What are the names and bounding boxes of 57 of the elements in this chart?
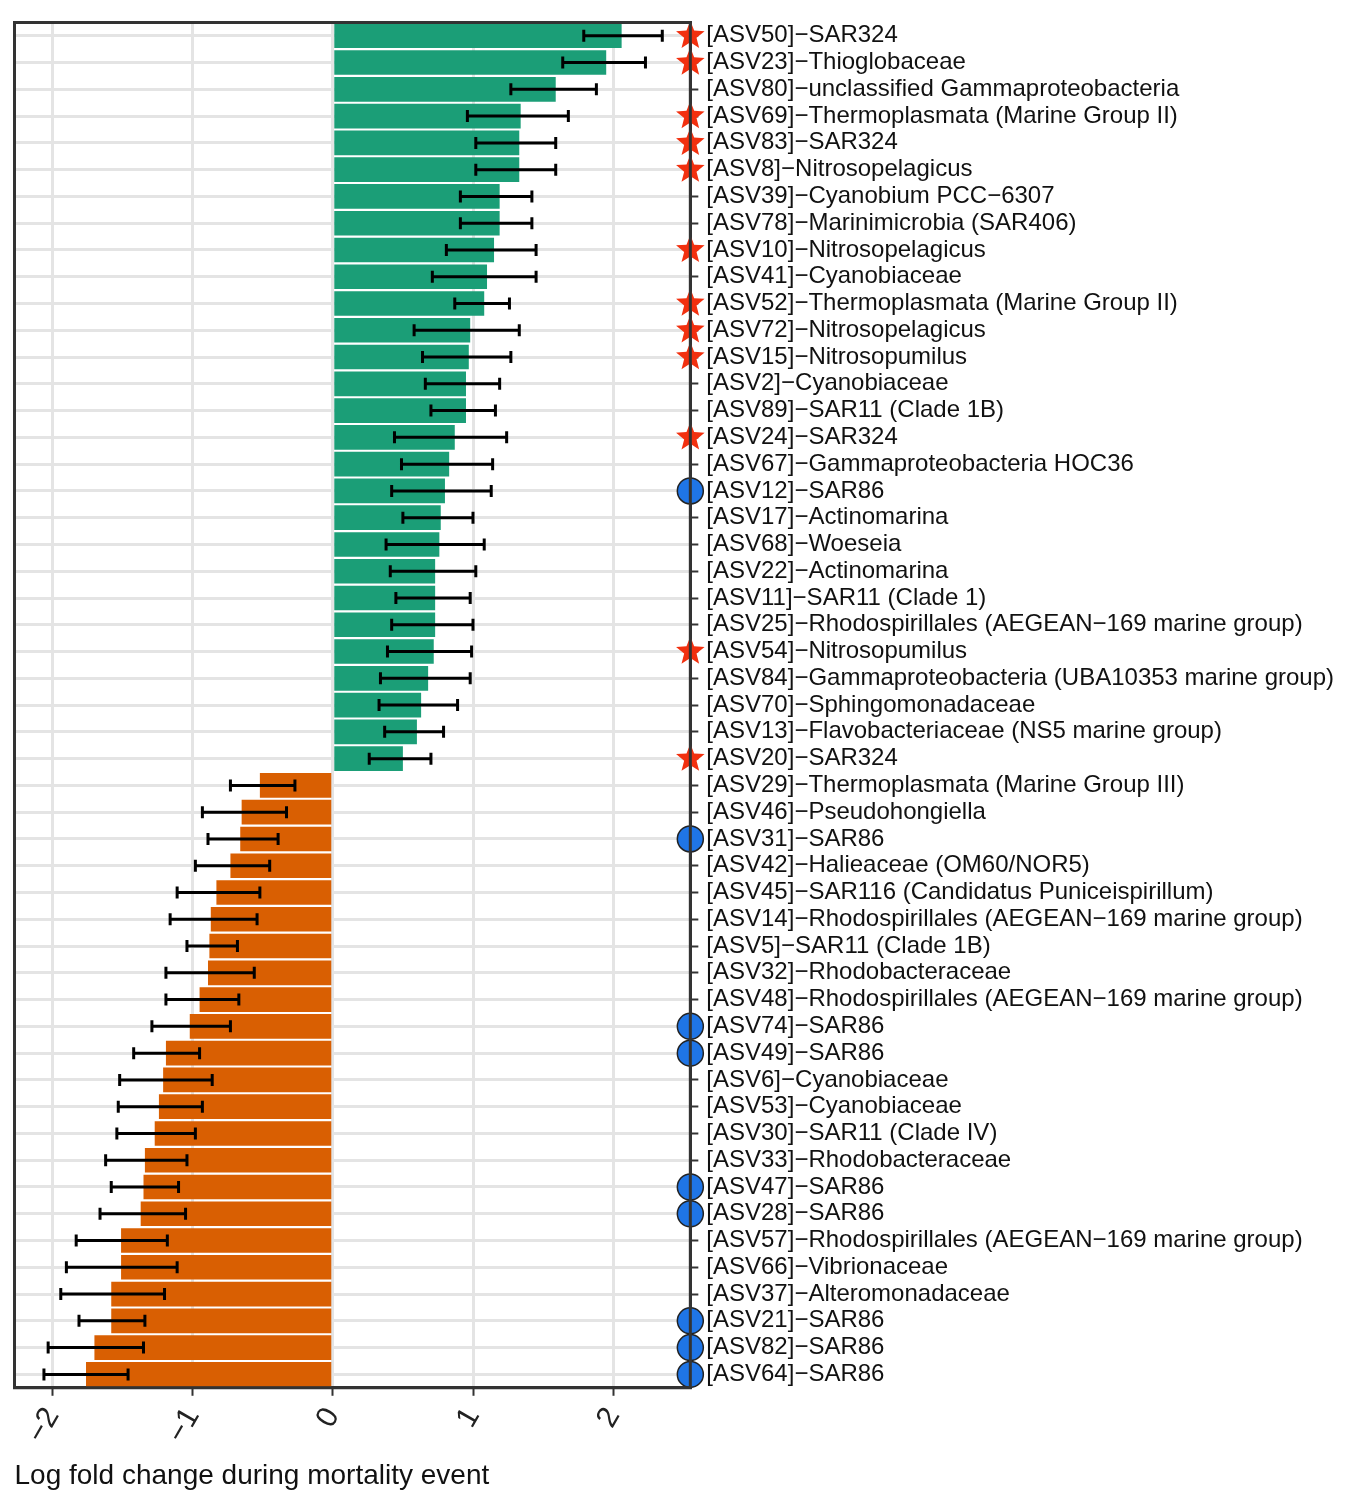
- y-tick-label: [ASV45]−SAR116 (Candidatus Puniceispirillum): [706, 877, 1214, 905]
- y-tick-label: [ASV78]−Marinimicrobia (SAR406): [706, 207, 1077, 235]
- y-tick-label: [ASV80]−unclassified Gammaproteobacteria: [706, 73, 1180, 101]
- y-tick-label: [ASV72]−Nitrosopelagicus: [706, 314, 986, 342]
- x-tick-label: 0: [308, 1401, 346, 1433]
- y-tick-label: [ASV74]−SAR86: [706, 1010, 885, 1038]
- y-tick-label: [ASV14]−Rhodospirillales (AEGEAN−169 marine group): [706, 903, 1303, 931]
- y-tick-label: [ASV57]−Rhodospirillales (AEGEAN−169 marine group): [706, 1225, 1303, 1253]
- y-tick-label: [ASV32]−Rhodobacteraceae: [706, 957, 1012, 985]
- y-tick-label: [ASV20]−SAR324: [706, 743, 898, 771]
- y-tick-label: [ASV6]−Cyanobiaceae: [706, 1064, 949, 1092]
- y-tick-label: [ASV2]−Cyanobiaceae: [706, 368, 949, 396]
- y-tick-label: [ASV68]−Woeseia: [706, 529, 902, 557]
- y-tick-label: [ASV12]−SAR86: [706, 475, 885, 503]
- y-tick-label: [ASV5]−SAR11 (Clade 1B): [706, 930, 991, 958]
- y-tick-label: [ASV37]−Alteromonadaceae: [706, 1278, 1010, 1306]
- y-tick-label: [ASV41]−Cyanobiaceae: [706, 261, 962, 289]
- y-tick-label: [ASV66]−Vibrionaceae: [706, 1251, 949, 1279]
- y-tick-label: [ASV49]−SAR86: [706, 1037, 885, 1065]
- x-tick-label: −2: [19, 1401, 65, 1448]
- y-tick-label: [ASV64]−SAR86: [706, 1359, 885, 1387]
- y-tick-label: [ASV29]−Thermoplasmata (Marine Group III): [706, 770, 1185, 798]
- y-tick-label: [ASV69]−Thermoplasmata (Marine Group II): [706, 100, 1178, 128]
- x-tick-label: −1: [159, 1401, 205, 1448]
- y-tick-label: [ASV28]−SAR86: [706, 1198, 885, 1226]
- y-tick-label: [ASV8]−Nitrosopelagicus: [706, 154, 973, 182]
- y-tick-label: [ASV89]−SAR11 (Clade 1B): [706, 395, 1005, 423]
- y-tick-label: [ASV31]−SAR86: [706, 823, 885, 851]
- x-axis-title: Log fold change during mortality event: [14, 1458, 490, 1490]
- y-tick-label: [ASV42]−Halieaceae (OM60/NOR5): [706, 850, 1090, 878]
- y-tick-label: [ASV82]−SAR86: [706, 1332, 885, 1360]
- y-tick-label: [ASV39]−Cyanobium PCC−6307: [706, 181, 1055, 209]
- y-tick-label: [ASV46]−Pseudohongiella: [706, 796, 987, 824]
- y-tick-label: [ASV50]−SAR324: [706, 20, 898, 48]
- y-tick-label: [ASV15]−Nitrosopumilus: [706, 341, 968, 369]
- y-tick-label: [ASV83]−SAR324: [706, 127, 898, 155]
- y-tick-label: [ASV67]−Gammaproteobacteria HOC36: [706, 448, 1134, 476]
- y-tick-label: [ASV21]−SAR86: [706, 1305, 885, 1333]
- x-tick-label: 1: [448, 1401, 486, 1433]
- y-tick-label: [ASV33]−Rhodobacteraceae: [706, 1144, 1012, 1172]
- y-tick-label: [ASV10]−Nitrosopelagicus: [706, 234, 986, 262]
- y-tick-label: [ASV30]−SAR11 (Clade IV): [706, 1118, 998, 1146]
- y-tick-label: [ASV52]−Thermoplasmata (Marine Group II): [706, 288, 1178, 316]
- y-tick-label: [ASV48]−Rhodospirillales (AEGEAN−169 marine group): [706, 984, 1303, 1012]
- y-tick-label: [ASV84]−Gammaproteobacteria (UBA10353 marine group): [706, 662, 1334, 690]
- x-tick-label: 2: [588, 1401, 626, 1433]
- y-tick-label: [ASV13]−Flavobacteriaceae (NS5 marine group): [706, 716, 1222, 744]
- y-tick-label: [ASV11]−SAR11 (Clade 1): [706, 582, 987, 610]
- y-tick-label: [ASV22]−Actinomarina: [706, 555, 950, 583]
- y-tick-label: [ASV23]−Thioglobaceae: [706, 47, 966, 75]
- y-tick-label: [ASV25]−Rhodospirillales (AEGEAN−169 marine group): [706, 609, 1303, 637]
- y-tick-label: [ASV53]−Cyanobiaceae: [706, 1091, 962, 1119]
- y-tick-label: [ASV17]−Actinomarina: [706, 502, 950, 530]
- y-tick-label: [ASV47]−SAR86: [706, 1171, 885, 1199]
- y-tick-label: [ASV54]−Nitrosopumilus: [706, 636, 968, 664]
- y-tick-label: [ASV70]−Sphingomonadaceae: [706, 689, 1036, 717]
- y-tick-label: [ASV24]−SAR324: [706, 421, 898, 449]
